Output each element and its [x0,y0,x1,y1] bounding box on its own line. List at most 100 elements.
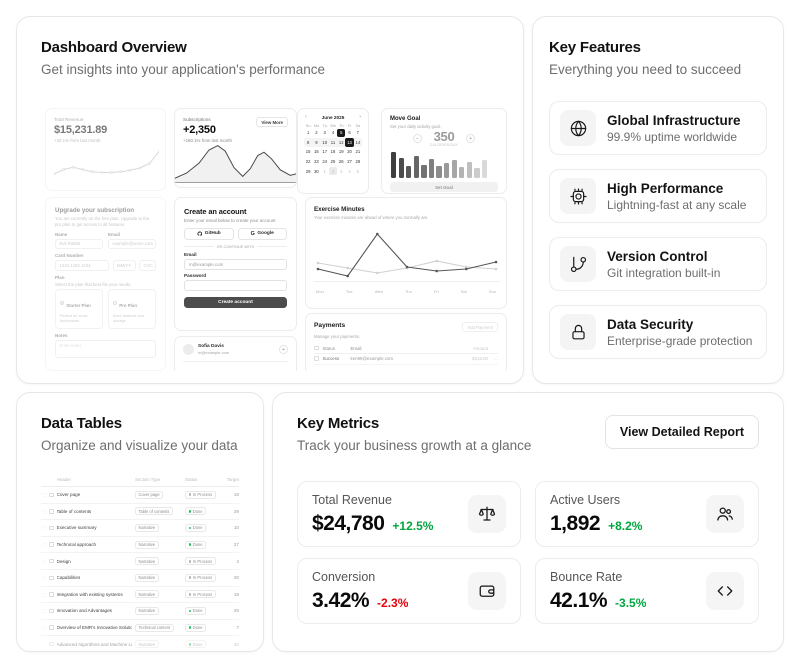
drag-handle-icon[interactable]: ⋮⋮ [41,591,48,597]
row-checkbox[interactable] [314,356,319,361]
row-checkbox[interactable] [49,542,54,547]
view-more-button[interactable]: View More [256,117,288,127]
set-goal-button[interactable]: Set Goal [390,182,498,192]
calendar-day[interactable]: 1 [323,168,326,174]
calendar-day[interactable]: 2 [315,130,318,136]
goal-increase-button[interactable]: + [466,134,476,144]
plan-option[interactable]: Starter Plan Perfect for small businesses… [55,289,103,329]
calendar-day[interactable]: 18 [330,149,336,155]
calendar-day[interactable]: 23 [314,159,319,165]
metric-value-row: $24,780 +12.5% [312,512,433,536]
calendar-day[interactable]: 14 [355,139,361,145]
calendar-day[interactable]: 24 [322,159,328,165]
calendar-day[interactable]: 26 [338,159,344,165]
row-checkbox[interactable] [49,625,54,630]
cvc-field[interactable]: CVC [139,260,156,271]
select-all-checkbox[interactable] [314,345,319,351]
row-checkbox[interactable] [49,641,54,647]
calendar-day[interactable]: 4 [348,168,351,174]
calendar-day[interactable]: 5 [356,168,359,174]
calendar-day[interactable]: 3 [340,168,343,174]
google-button[interactable]: G Google [237,228,287,240]
row-checkbox[interactable] [49,558,54,564]
account-email-field[interactable]: m@example.com [184,258,287,270]
email-field[interactable]: example@acme.com [108,238,156,250]
metric-change: +12.5% [392,518,434,533]
move-goal-subtitle: Set your daily activity goal. [390,123,441,129]
drag-handle-icon[interactable]: ⋮⋮ [41,525,48,531]
lock-icon [571,324,585,339]
cell-target: 10 [233,525,239,531]
calendar-prev-icon[interactable]: ‹ [305,114,307,120]
add-user-button[interactable]: + [279,345,288,354]
calendar-day[interactable]: 13 [345,138,354,147]
notes-textarea[interactable]: Enter notes [55,339,156,358]
name-field[interactable]: Evil Rabbit [55,238,103,250]
drag-handle-icon[interactable]: ⋮⋮ [41,542,48,548]
calendar-day[interactable]: 16 [314,149,319,155]
cell-target: 29 [233,508,239,514]
calendar-next-icon[interactable]: › [359,114,361,120]
features-list: Global Infrastructure 99.9% uptime worldw… [549,101,767,359]
github-button[interactable]: GitHub [184,228,234,240]
plan-option[interactable]: Pro Plan More features and storage. [108,289,156,329]
calendar-day[interactable]: 22 [305,159,311,165]
row-menu-icon[interactable]: … [493,356,498,361]
calendar-day[interactable]: 4 [331,130,335,136]
add-payment-button[interactable]: Add Payment [462,322,498,332]
cell-target: 7 [236,625,239,631]
calendar-day[interactable]: 9 [315,139,318,145]
calendar-day[interactable]: 11 [330,139,336,145]
create-account-button[interactable]: Create account [184,296,287,308]
drag-handle-icon[interactable]: ⋮⋮ [41,508,48,514]
calendar-day[interactable]: 10 [322,139,328,145]
drag-handle-icon[interactable]: ⋮⋮ [41,492,48,498]
goal-bar [481,160,488,178]
calendar-day[interactable]: 28 [355,159,361,165]
row-checkbox[interactable] [49,592,54,597]
calendar-day[interactable]: 19 [338,149,344,155]
calendar-day[interactable]: 27 [347,159,352,165]
calendar-day[interactable]: 1 [306,130,310,136]
goal-decrease-button[interactable]: − [412,134,422,144]
drag-handle-icon[interactable]: ⋮⋮ [41,575,48,581]
calendar-day[interactable]: 6 [348,130,351,136]
row-checkbox[interactable] [49,575,54,581]
row-checkbox[interactable] [49,525,54,531]
expiry-field[interactable]: MM/YY [112,260,136,271]
done-dot-icon [188,626,192,629]
drag-handle-icon[interactable]: ⋮⋮ [41,625,48,631]
radio-icon[interactable] [113,301,118,306]
card-number-field[interactable]: 1234 1234 1234 [55,260,109,271]
view-detailed-report-button[interactable]: View Detailed Report [604,415,759,449]
calendar-day[interactable]: 25 [330,159,336,165]
section-type-badge: Cover page [135,490,164,499]
git-branch-icon [570,256,586,272]
drag-handle-icon[interactable]: ⋮⋮ [41,558,48,564]
payments-email-header: Email [350,345,362,351]
metric-value-row: 3.42% -2.3% [312,589,408,613]
calendar-day[interactable]: 20 [347,149,352,155]
calendar-day[interactable]: 12 [338,139,344,145]
password-field[interactable] [184,279,287,291]
calendar-weekday: Th [338,122,344,128]
calendar-day[interactable]: 2 [328,166,338,176]
cell-status: Done [185,507,223,516]
calendar-day[interactable]: 29 [305,168,311,174]
calendar-day[interactable]: 21 [355,149,361,155]
calendar-day[interactable]: 3 [323,130,326,136]
calendar-day[interactable]: 30 [314,168,319,174]
row-checkbox[interactable] [49,492,54,498]
calendar-day[interactable]: 7 [356,130,359,136]
calendar-day[interactable]: 8 [306,139,310,145]
row-checkbox[interactable] [49,608,54,614]
calendar-week-row: 8 9 10 11 12 13 14 [304,138,362,147]
calendar-day[interactable]: 17 [322,149,328,155]
radio-icon[interactable] [60,301,65,306]
calendar-day[interactable]: 5 [337,128,346,138]
row-checkbox[interactable] [49,509,54,514]
calendar-day[interactable]: 15 [305,149,311,155]
drag-handle-icon[interactable]: ⋮⋮ [41,608,48,614]
drag-handle-icon[interactable]: ⋮⋮ [41,641,48,647]
cell-status: Done [185,623,223,632]
